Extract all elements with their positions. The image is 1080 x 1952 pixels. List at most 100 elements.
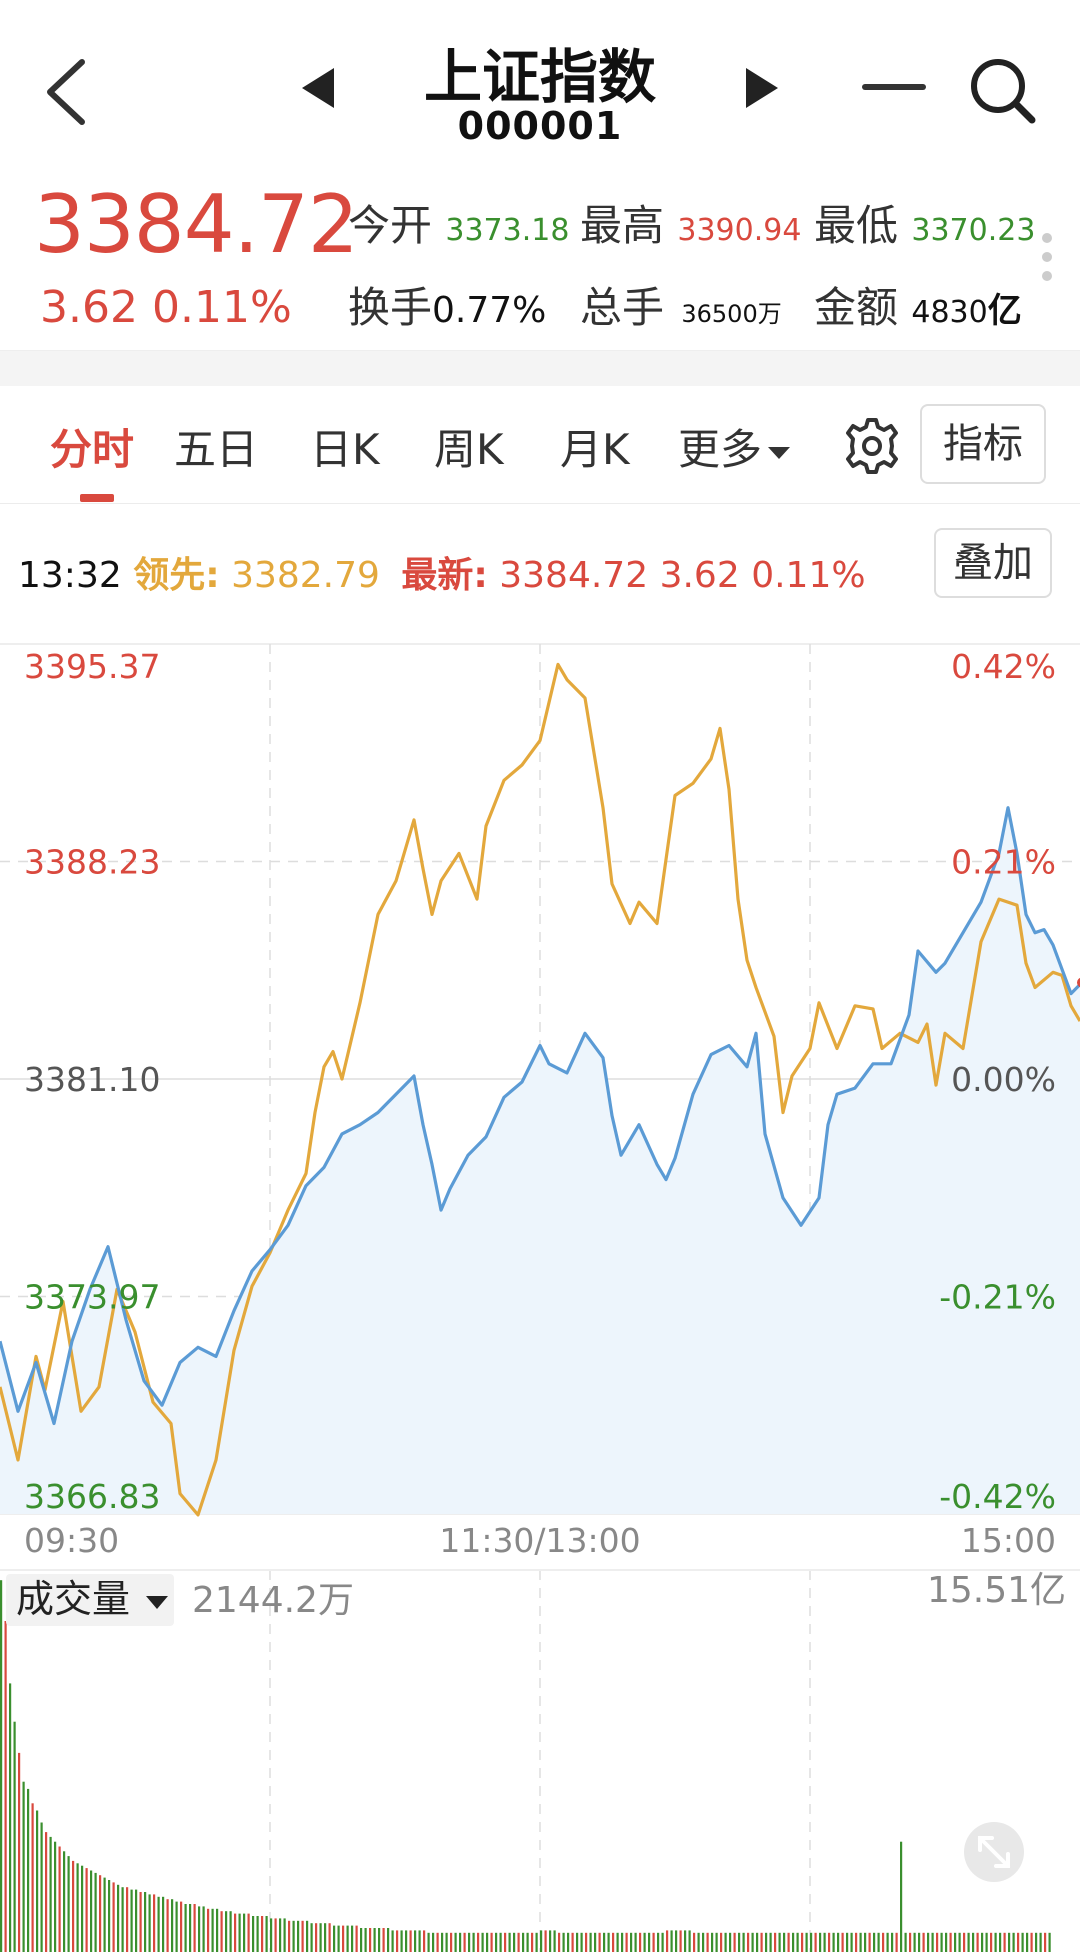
volume-bar — [270, 1918, 273, 1952]
volume-bar — [166, 1899, 169, 1952]
volume-bar — [643, 1932, 646, 1952]
open-label: 今开 — [348, 201, 433, 250]
volume-bar — [234, 1913, 237, 1952]
section-divider — [0, 350, 1080, 386]
volume-bar — [688, 1930, 691, 1952]
indicator-button[interactable]: 指标 — [920, 404, 1046, 484]
volume-bar — [229, 1911, 232, 1952]
volume-bar — [922, 1932, 925, 1952]
back-icon[interactable] — [38, 52, 98, 132]
tab-monthly-k[interactable]: 月K — [560, 425, 630, 474]
volume-bar — [715, 1932, 718, 1952]
volume-bar — [67, 1856, 70, 1952]
volume-bar — [490, 1932, 493, 1952]
volume-bar — [648, 1932, 651, 1952]
overlay-button[interactable]: 叠加 — [934, 528, 1052, 598]
volume-bar — [594, 1932, 597, 1952]
volume-bar — [900, 1841, 903, 1952]
volume-bar — [396, 1930, 399, 1952]
volume-bar — [706, 1932, 709, 1952]
low-label: 最低 — [814, 201, 899, 250]
total-volume: 总手 36500万 — [580, 274, 782, 335]
volume-caret-icon — [146, 1596, 168, 1609]
menu-icon[interactable] — [862, 84, 926, 92]
tab-intraday[interactable]: 分时 — [50, 425, 135, 474]
volume-bar — [405, 1930, 408, 1952]
change-percent: 0.11% — [151, 282, 292, 333]
price-change: 3.62 0.11% — [40, 282, 292, 333]
volume-bar — [499, 1932, 502, 1952]
volume-bar — [994, 1932, 997, 1952]
volume-bar — [243, 1913, 246, 1952]
volume-bar — [130, 1889, 133, 1952]
volume-bar — [823, 1932, 826, 1952]
volume-value: 36500万 — [681, 300, 782, 328]
volume-bar — [652, 1932, 655, 1952]
volume-bar — [940, 1932, 943, 1952]
next-icon[interactable] — [742, 66, 782, 110]
volume-bar — [4, 1621, 7, 1952]
y-axis-label: 3388.23 — [24, 843, 160, 882]
tab-more-label: 更多 — [678, 425, 763, 474]
volume-bar — [364, 1928, 367, 1952]
volume-bar — [972, 1932, 975, 1952]
volume-bar — [945, 1932, 948, 1952]
volume-bar — [193, 1904, 196, 1952]
amount-unit: 亿 — [987, 291, 1022, 331]
volume-bar — [778, 1932, 781, 1952]
low-value: 3370.23 — [911, 213, 1036, 248]
volume-bar — [990, 1932, 993, 1952]
volume-bar — [27, 1788, 30, 1952]
volume-bar — [814, 1932, 817, 1952]
volume-bar — [90, 1870, 93, 1952]
volume-bar — [738, 1932, 741, 1952]
volume-bar — [198, 1906, 201, 1952]
volume-bar — [211, 1908, 214, 1952]
search-icon[interactable] — [968, 56, 1036, 124]
latest-percent: 0.11% — [751, 555, 866, 596]
volume-bar — [481, 1932, 484, 1952]
volume-bar — [742, 1932, 745, 1952]
volume-bar — [913, 1932, 916, 1952]
volume-bar — [1021, 1932, 1024, 1952]
volume-bar — [274, 1918, 277, 1952]
volume-bar — [841, 1932, 844, 1952]
volume-bar — [1039, 1932, 1042, 1952]
tab-weekly-k[interactable]: 周K — [434, 425, 504, 474]
volume-bar — [562, 1932, 565, 1952]
intraday-chart[interactable]: 3395.37 0.42% 3388.23 0.21% 3381.10 0.00% 3373… — [0, 620, 1080, 1952]
expand-icon[interactable] — [962, 1820, 1026, 1884]
volume-bar — [679, 1930, 682, 1952]
y-axis-percent-label: -0.21% — [939, 1278, 1056, 1317]
tab-daily-k[interactable]: 日K — [310, 425, 380, 474]
tab-more[interactable]: 更多 — [678, 416, 791, 477]
volume-bar — [931, 1932, 934, 1952]
volume-bar — [810, 1932, 813, 1952]
volume-bar — [31, 1803, 34, 1952]
volume-bar — [121, 1887, 124, 1952]
volume-bar — [535, 1932, 538, 1952]
volume-bar — [40, 1822, 43, 1952]
volume-bar — [256, 1916, 259, 1952]
gear-icon[interactable] — [842, 416, 902, 476]
volume-bar — [265, 1916, 268, 1952]
volume-bar — [441, 1932, 444, 1952]
volume-bar — [999, 1932, 1002, 1952]
volume-bar — [697, 1932, 700, 1952]
tab-five-day[interactable]: 五日 — [174, 425, 259, 474]
volume-bar — [769, 1932, 772, 1952]
open-price: 今开 3373.18 — [348, 192, 569, 253]
volume-bar — [1012, 1932, 1015, 1952]
volume-bar — [684, 1930, 687, 1952]
more-dots-icon[interactable] — [1040, 232, 1054, 282]
prev-icon[interactable] — [298, 66, 338, 110]
volume-bar — [918, 1932, 921, 1952]
volume-bar — [180, 1901, 183, 1952]
volume-bar — [337, 1925, 340, 1952]
volume-bar — [477, 1932, 480, 1952]
volume-header[interactable]: 成交量 — [6, 1574, 174, 1626]
volume-bar — [832, 1932, 835, 1952]
volume-bar — [868, 1932, 871, 1952]
high-price: 最高 3390.94 — [580, 192, 801, 253]
y-axis-percent-label: 0.00% — [951, 1060, 1056, 1099]
